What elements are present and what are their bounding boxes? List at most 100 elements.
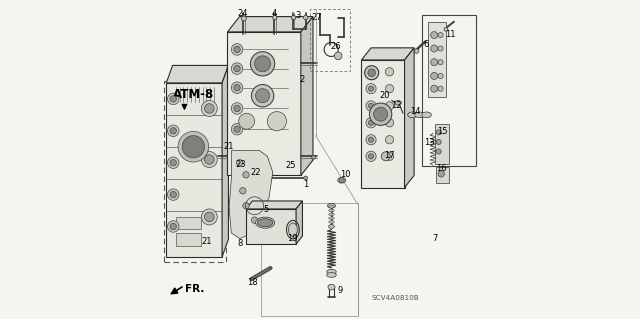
Circle shape <box>231 103 243 114</box>
Polygon shape <box>166 65 228 83</box>
Circle shape <box>168 157 179 168</box>
Circle shape <box>178 131 209 162</box>
Ellipse shape <box>257 219 273 226</box>
Ellipse shape <box>326 272 336 277</box>
Circle shape <box>366 151 376 161</box>
Circle shape <box>436 130 441 135</box>
Polygon shape <box>227 17 313 32</box>
Circle shape <box>170 223 177 230</box>
Ellipse shape <box>328 225 334 228</box>
Circle shape <box>366 84 376 94</box>
Ellipse shape <box>408 112 417 118</box>
Polygon shape <box>301 17 313 175</box>
Text: 17: 17 <box>384 151 395 160</box>
Ellipse shape <box>395 100 401 105</box>
Circle shape <box>385 102 394 110</box>
Circle shape <box>252 217 258 223</box>
Circle shape <box>241 16 246 21</box>
Circle shape <box>366 118 376 128</box>
Circle shape <box>234 65 240 72</box>
Bar <box>435 124 449 164</box>
Circle shape <box>369 86 374 91</box>
Circle shape <box>202 100 218 116</box>
Bar <box>428 22 446 97</box>
Circle shape <box>243 203 249 209</box>
Text: 5: 5 <box>263 205 268 214</box>
Circle shape <box>234 85 240 91</box>
Circle shape <box>431 45 438 52</box>
Bar <box>246 209 296 244</box>
Circle shape <box>369 120 374 125</box>
Circle shape <box>369 103 374 108</box>
Circle shape <box>431 59 438 66</box>
Circle shape <box>231 82 243 93</box>
Ellipse shape <box>328 213 334 216</box>
Circle shape <box>168 189 179 200</box>
Text: 12: 12 <box>391 101 402 110</box>
Circle shape <box>436 149 441 154</box>
Circle shape <box>205 104 214 113</box>
Circle shape <box>385 85 394 93</box>
Circle shape <box>234 46 240 53</box>
Circle shape <box>366 135 376 145</box>
Circle shape <box>339 178 344 183</box>
Circle shape <box>366 101 376 111</box>
Circle shape <box>239 188 246 194</box>
Text: 19: 19 <box>287 234 297 243</box>
Circle shape <box>202 152 218 167</box>
Circle shape <box>170 96 177 102</box>
Text: 22: 22 <box>250 168 261 177</box>
Circle shape <box>231 44 243 55</box>
Circle shape <box>438 33 443 38</box>
Ellipse shape <box>328 217 334 219</box>
Bar <box>227 32 301 175</box>
Circle shape <box>255 56 271 72</box>
Ellipse shape <box>415 112 424 118</box>
Circle shape <box>385 136 394 144</box>
Bar <box>422 15 476 166</box>
Text: 23: 23 <box>236 160 246 169</box>
Circle shape <box>438 46 443 51</box>
Circle shape <box>381 152 390 161</box>
Text: FR.: FR. <box>185 284 204 294</box>
Circle shape <box>268 112 287 131</box>
Bar <box>164 81 226 262</box>
Text: 24: 24 <box>237 9 248 18</box>
Ellipse shape <box>328 221 334 223</box>
Text: 1: 1 <box>303 180 308 189</box>
Text: 13: 13 <box>424 138 435 147</box>
Circle shape <box>273 15 277 20</box>
Circle shape <box>170 191 177 198</box>
Circle shape <box>250 52 275 76</box>
Ellipse shape <box>328 284 335 290</box>
Circle shape <box>205 212 214 222</box>
Circle shape <box>431 32 438 39</box>
Circle shape <box>168 125 179 137</box>
Text: 10: 10 <box>340 170 351 179</box>
Text: 8: 8 <box>237 239 243 248</box>
Circle shape <box>312 155 316 159</box>
Text: 6: 6 <box>423 40 429 48</box>
Bar <box>436 167 449 183</box>
Circle shape <box>369 103 392 125</box>
Circle shape <box>291 15 296 20</box>
Bar <box>310 9 349 71</box>
Circle shape <box>385 119 394 127</box>
Circle shape <box>255 89 269 103</box>
Text: 4: 4 <box>272 9 277 18</box>
Circle shape <box>205 155 214 164</box>
Polygon shape <box>296 201 303 244</box>
Circle shape <box>231 63 243 74</box>
Text: 21: 21 <box>224 142 234 151</box>
Circle shape <box>444 27 448 31</box>
Circle shape <box>436 139 441 145</box>
Circle shape <box>438 73 443 78</box>
Circle shape <box>374 107 388 121</box>
Ellipse shape <box>255 217 275 228</box>
Text: 9: 9 <box>338 286 343 295</box>
Circle shape <box>243 172 249 178</box>
Ellipse shape <box>326 269 336 274</box>
Circle shape <box>182 136 205 158</box>
Circle shape <box>234 105 240 112</box>
Circle shape <box>431 85 438 92</box>
